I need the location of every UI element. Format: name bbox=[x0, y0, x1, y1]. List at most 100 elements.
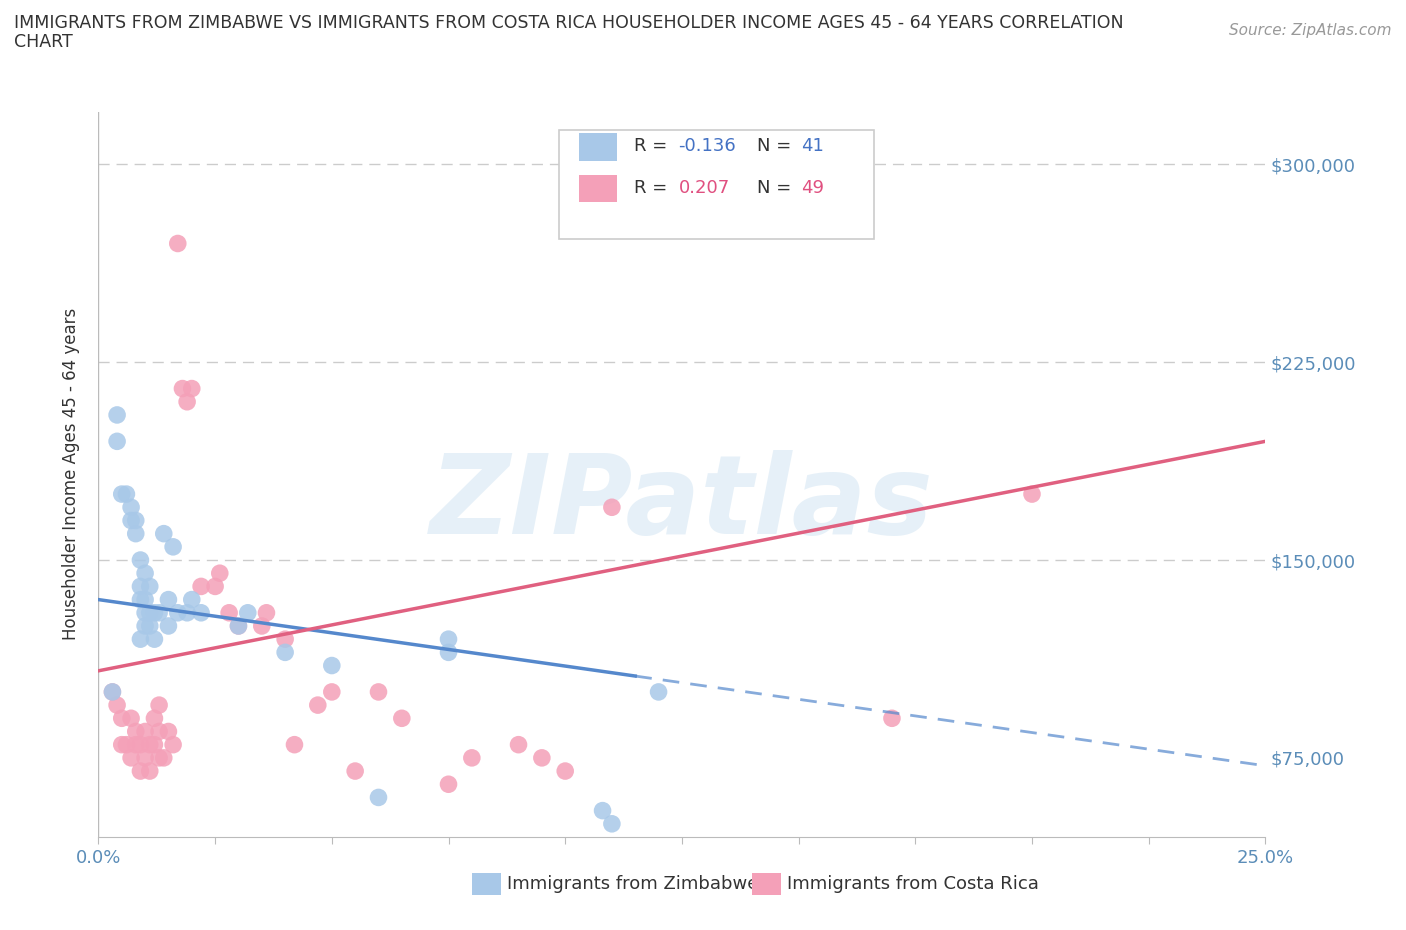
Point bbox=[274, 631, 297, 646]
Point bbox=[129, 737, 152, 752]
Point bbox=[437, 777, 460, 791]
Point bbox=[228, 618, 250, 633]
Point bbox=[162, 539, 184, 554]
Text: ZIPatlas: ZIPatlas bbox=[430, 450, 934, 557]
Point bbox=[134, 605, 156, 620]
Point bbox=[125, 737, 148, 752]
Point bbox=[367, 790, 389, 804]
Point bbox=[120, 499, 142, 514]
Text: R =: R = bbox=[634, 138, 673, 155]
Point bbox=[105, 698, 128, 712]
Point bbox=[256, 605, 278, 620]
Point bbox=[367, 684, 389, 699]
Point bbox=[176, 605, 198, 620]
Text: N =: N = bbox=[756, 179, 797, 197]
Point bbox=[166, 605, 188, 620]
Bar bbox=[472, 873, 501, 895]
Bar bbox=[579, 133, 617, 161]
Text: N =: N = bbox=[756, 138, 797, 155]
Point bbox=[139, 605, 162, 620]
Point bbox=[880, 711, 903, 725]
Point bbox=[157, 592, 180, 607]
Point bbox=[129, 592, 152, 607]
Point bbox=[180, 381, 202, 396]
Y-axis label: Householder Income Ages 45 - 64 years: Householder Income Ages 45 - 64 years bbox=[62, 308, 80, 641]
FancyBboxPatch shape bbox=[560, 130, 875, 239]
Point bbox=[129, 631, 152, 646]
Point bbox=[321, 684, 343, 699]
Point bbox=[120, 751, 142, 765]
Point bbox=[250, 618, 273, 633]
Point bbox=[129, 552, 152, 567]
Point bbox=[321, 658, 343, 673]
Point bbox=[391, 711, 413, 725]
Point bbox=[134, 592, 156, 607]
Text: CHART: CHART bbox=[14, 33, 73, 50]
Point bbox=[129, 764, 152, 778]
Point bbox=[274, 644, 297, 659]
Point bbox=[111, 711, 134, 725]
Point bbox=[600, 499, 623, 514]
Point bbox=[218, 605, 240, 620]
Point bbox=[157, 618, 180, 633]
Point bbox=[101, 684, 124, 699]
Point bbox=[190, 579, 212, 594]
Point bbox=[204, 579, 226, 594]
Point bbox=[152, 751, 174, 765]
Point bbox=[437, 631, 460, 646]
Point bbox=[152, 526, 174, 541]
Point bbox=[129, 579, 152, 594]
Point bbox=[461, 751, 484, 765]
Point bbox=[157, 724, 180, 739]
Point bbox=[148, 751, 170, 765]
Point bbox=[115, 486, 138, 501]
Point bbox=[125, 526, 148, 541]
Text: 41: 41 bbox=[801, 138, 824, 155]
Point bbox=[1021, 486, 1043, 501]
Text: Immigrants from Costa Rica: Immigrants from Costa Rica bbox=[787, 875, 1039, 893]
Text: 0.207: 0.207 bbox=[679, 179, 730, 197]
Point bbox=[180, 592, 202, 607]
Point bbox=[148, 698, 170, 712]
Point bbox=[101, 684, 124, 699]
Point bbox=[111, 486, 134, 501]
Point bbox=[228, 618, 250, 633]
Point bbox=[554, 764, 576, 778]
Point bbox=[148, 605, 170, 620]
Point bbox=[176, 394, 198, 409]
Text: R =: R = bbox=[634, 179, 673, 197]
Point bbox=[143, 737, 166, 752]
Point bbox=[125, 724, 148, 739]
Text: Immigrants from Zimbabwe: Immigrants from Zimbabwe bbox=[508, 875, 758, 893]
Text: 49: 49 bbox=[801, 179, 824, 197]
Point bbox=[307, 698, 329, 712]
Point bbox=[208, 565, 231, 580]
Point bbox=[115, 737, 138, 752]
Point bbox=[120, 711, 142, 725]
Bar bbox=[579, 175, 617, 203]
Point bbox=[236, 605, 259, 620]
Text: Source: ZipAtlas.com: Source: ZipAtlas.com bbox=[1229, 23, 1392, 38]
Point bbox=[134, 751, 156, 765]
Point bbox=[111, 737, 134, 752]
Point bbox=[508, 737, 530, 752]
Point bbox=[172, 381, 194, 396]
Point bbox=[139, 764, 162, 778]
Point bbox=[592, 804, 614, 818]
Text: IMMIGRANTS FROM ZIMBABWE VS IMMIGRANTS FROM COSTA RICA HOUSEHOLDER INCOME AGES 4: IMMIGRANTS FROM ZIMBABWE VS IMMIGRANTS F… bbox=[14, 14, 1123, 32]
Point bbox=[148, 724, 170, 739]
Point bbox=[143, 631, 166, 646]
Point bbox=[647, 684, 669, 699]
Point bbox=[134, 724, 156, 739]
Point bbox=[134, 565, 156, 580]
Point bbox=[143, 605, 166, 620]
Point bbox=[600, 817, 623, 831]
Text: -0.136: -0.136 bbox=[679, 138, 737, 155]
Point bbox=[139, 618, 162, 633]
Point bbox=[283, 737, 305, 752]
Point bbox=[105, 434, 128, 449]
Point bbox=[162, 737, 184, 752]
Point bbox=[143, 711, 166, 725]
Point bbox=[190, 605, 212, 620]
Point bbox=[125, 513, 148, 528]
